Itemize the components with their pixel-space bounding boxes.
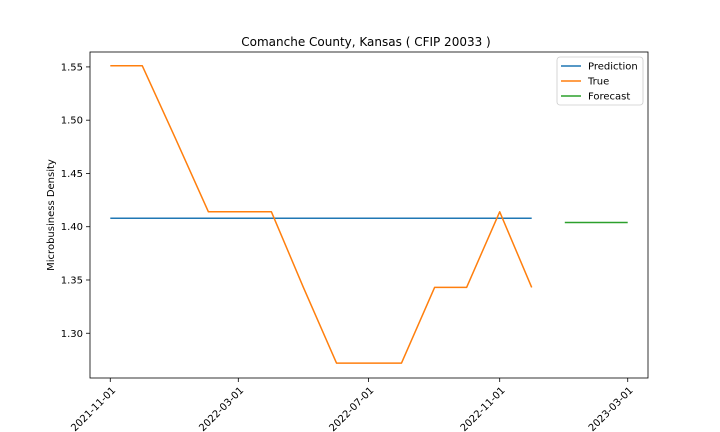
legend-box	[556, 56, 644, 106]
y-axis-label: Microbusiness Density	[46, 159, 57, 271]
legend-label-prediction: Prediction	[588, 62, 638, 73]
legend-label-true: True	[587, 77, 609, 88]
plot-frame	[89, 51, 649, 379]
legend-label-forecast: Forecast	[588, 92, 630, 103]
y-tick-label: 1.50	[61, 116, 83, 127]
y-tick-label: 1.45	[61, 169, 83, 180]
y-tick-label: 1.40	[61, 222, 83, 233]
y-tick-label: 1.55	[61, 62, 83, 73]
y-tick-label: 1.30	[61, 329, 83, 340]
legend: Prediction True Forecast	[556, 56, 644, 106]
y-tick-label: 1.35	[61, 275, 83, 286]
series-line-true	[110, 65, 533, 364]
chart-title: Comanche County, Kansas ( CFIP 20033 )	[241, 35, 490, 49]
